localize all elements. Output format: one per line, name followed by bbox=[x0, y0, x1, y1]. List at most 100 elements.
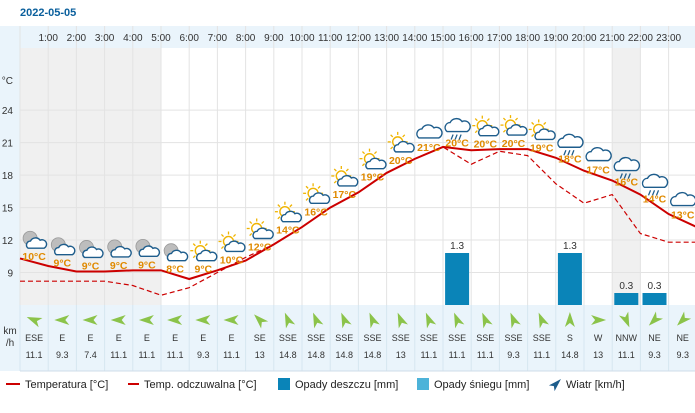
hour-label: 8:00 bbox=[236, 33, 256, 44]
hour-label: 22:00 bbox=[628, 33, 653, 44]
sun-ray bbox=[502, 129, 507, 133]
wind-direction-label: SSE bbox=[307, 333, 325, 343]
wind-arrow-shape bbox=[369, 312, 380, 329]
icon-temp-label: 21°C bbox=[417, 142, 441, 154]
sun-ray bbox=[220, 233, 225, 237]
wind-direction-label: SSE bbox=[363, 333, 381, 343]
sun-ray bbox=[204, 243, 208, 247]
sun-ray bbox=[486, 118, 490, 122]
wind-arrow-shape bbox=[82, 315, 98, 325]
wind-arrow-shape bbox=[397, 312, 408, 329]
icon-temp-label: 10°C bbox=[22, 251, 46, 263]
sun-ray bbox=[317, 185, 321, 189]
wind-arrow-shape bbox=[482, 312, 493, 329]
wind-unit-line1: km bbox=[3, 326, 16, 337]
wind-arrow-icon bbox=[510, 312, 521, 329]
cloud-shape bbox=[110, 245, 132, 258]
night-cloudy-icon bbox=[107, 239, 132, 258]
wind-speed-label: 9.3 bbox=[648, 350, 661, 360]
wind-arrow-icon bbox=[369, 312, 380, 329]
wind-arrow-icon bbox=[397, 312, 408, 329]
rain-bar bbox=[445, 253, 470, 305]
night-cloudy-icon bbox=[135, 238, 161, 258]
wind-speed-label: 11.1 bbox=[138, 350, 155, 360]
sun-ray bbox=[531, 121, 535, 125]
wind-arrow-shape bbox=[341, 312, 352, 329]
wind-speed-label: 13 bbox=[396, 350, 406, 360]
wind-direction-label: E bbox=[172, 333, 178, 343]
cloud-shape bbox=[138, 245, 161, 258]
wind-direction-label: E bbox=[200, 333, 206, 343]
rain-bar-label: 1.3 bbox=[563, 241, 577, 252]
wind-speed-label: 11.1 bbox=[223, 350, 240, 360]
rain-bar bbox=[557, 253, 582, 305]
hour-label: 2:00 bbox=[67, 33, 87, 44]
hour-label: 1:00 bbox=[38, 33, 58, 44]
legend-temperature-label: Temperatura [°C] bbox=[25, 379, 108, 391]
wind-speed-label: 14.8 bbox=[364, 350, 382, 360]
sun-ray bbox=[345, 168, 349, 172]
wind-speed-label: 11.1 bbox=[477, 350, 494, 360]
wind-speed-label: 11.1 bbox=[26, 350, 43, 360]
sun-ray bbox=[192, 243, 196, 247]
wind-direction-label: E bbox=[116, 333, 122, 343]
wind-speed-label: 11.1 bbox=[449, 350, 466, 360]
icon-temp-label: 19°C bbox=[361, 172, 385, 184]
wind-arrow-shape bbox=[26, 316, 43, 328]
wind-arrow-shape bbox=[677, 311, 692, 326]
night-cloudy-icon bbox=[163, 243, 189, 262]
wind-arrow-icon bbox=[677, 311, 692, 326]
wind-speed-label: 9.3 bbox=[676, 350, 689, 360]
hour-label: 23:00 bbox=[656, 33, 681, 44]
hour-label: 12:00 bbox=[346, 33, 371, 44]
wind-direction-label: NE bbox=[648, 333, 661, 343]
icon-temp-label: 9°C bbox=[138, 259, 156, 271]
cloud-rain-icon bbox=[641, 173, 669, 196]
wind-direction-label: S bbox=[567, 333, 573, 343]
sun-cloud-icon bbox=[303, 183, 331, 205]
cloud-shape bbox=[444, 117, 471, 133]
wind-arrow-shape bbox=[591, 315, 607, 325]
legend: Temperatura [°C] Temp. odczuwalna [°C] Opa… bbox=[6, 378, 625, 392]
wind-arrow-shape bbox=[254, 314, 269, 329]
night-shade-late bbox=[612, 48, 641, 305]
wind-arrow-icon bbox=[223, 315, 239, 325]
sun-cloud-icon bbox=[190, 240, 218, 262]
legend-snow-swatch bbox=[417, 378, 429, 390]
rain-drop bbox=[651, 190, 656, 196]
wind-arrow-icon bbox=[284, 312, 296, 329]
legend-snow-label: Opady śniegu [mm] bbox=[434, 379, 529, 391]
wind-speed-label: 7.4 bbox=[84, 350, 97, 360]
icon-temp-label: 20°C bbox=[502, 138, 526, 150]
hour-label: 11:00 bbox=[318, 33, 343, 44]
wind-arrow-icon bbox=[619, 311, 630, 328]
sun-ray bbox=[402, 134, 406, 138]
rain-bar-label: 0.3 bbox=[648, 281, 662, 292]
wind-speed-label: 9.3 bbox=[507, 350, 520, 360]
icon-temp-label: 17°C bbox=[333, 189, 357, 201]
sun-cloud-icon bbox=[472, 115, 500, 137]
cloud-shape bbox=[613, 156, 641, 172]
cloud-shape bbox=[416, 124, 443, 139]
sun-ray bbox=[289, 204, 293, 208]
cloud-shape bbox=[585, 147, 612, 162]
hour-label: 20:00 bbox=[571, 33, 596, 44]
cloud-shape bbox=[534, 128, 556, 141]
hour-label: 13:00 bbox=[374, 33, 399, 44]
rain-bar bbox=[614, 293, 639, 305]
rain-drop bbox=[567, 150, 571, 156]
cloud-icon bbox=[670, 191, 695, 207]
wind-direction-label: SSE bbox=[279, 333, 297, 343]
hour-label: 15:00 bbox=[430, 33, 455, 44]
sun-ray bbox=[474, 118, 478, 122]
sun-cloud-icon bbox=[387, 131, 415, 153]
night-shade-early bbox=[20, 48, 161, 305]
hour-label: 17:00 bbox=[487, 33, 512, 44]
rain-bar-label: 1.3 bbox=[450, 241, 464, 252]
wind-arrow-icon bbox=[313, 312, 324, 329]
wind-arrow-shape bbox=[167, 315, 183, 325]
sun-ray bbox=[261, 220, 265, 225]
y-tick-label: 12 bbox=[2, 236, 14, 247]
rain-drop bbox=[571, 150, 575, 156]
wind-arrow-shape bbox=[284, 312, 296, 329]
